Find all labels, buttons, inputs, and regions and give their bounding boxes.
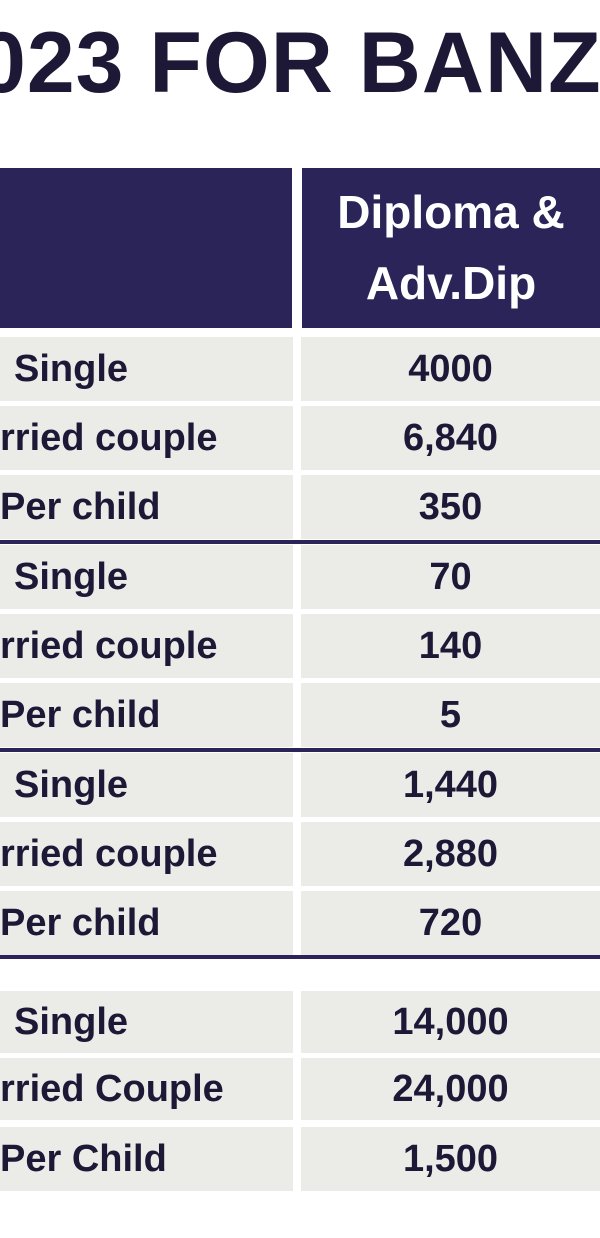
- row-label: rried couple: [0, 406, 293, 470]
- row-label: Single: [0, 337, 293, 401]
- group-divider: [0, 955, 600, 959]
- row-value: 6,840: [301, 406, 600, 470]
- row-value: 24,000: [301, 1058, 600, 1120]
- row-label: Single: [0, 753, 293, 817]
- row-value: 4000: [301, 337, 600, 401]
- row-label: Per child: [0, 683, 293, 747]
- row-value: 140: [301, 614, 600, 678]
- row-value: 720: [301, 891, 600, 955]
- table-header-left: [0, 168, 292, 328]
- row-label: rried Couple: [0, 1058, 293, 1120]
- row-label: Per child: [0, 891, 293, 955]
- row-value: 1,440: [301, 753, 600, 817]
- header-line-1: Diploma &: [337, 185, 565, 238]
- row-value: 70: [301, 545, 600, 609]
- row-label: Per child: [0, 475, 293, 539]
- page-title: 023 FOR BANZ: [0, 15, 600, 111]
- group-divider: [0, 748, 600, 752]
- row-label: Per Child: [0, 1127, 293, 1191]
- group-divider: [0, 540, 600, 544]
- row-value: 5: [301, 683, 600, 747]
- row-value: 2,880: [301, 822, 600, 886]
- header-line-2: Adv.Dip: [365, 257, 537, 309]
- table-header-diploma: Diploma & Adv.Dip: [302, 168, 600, 328]
- row-value: 1,500: [301, 1127, 600, 1191]
- row-value: 350: [301, 475, 600, 539]
- row-value: 14,000: [301, 991, 600, 1053]
- row-label: Single: [0, 545, 293, 609]
- row-label: rried couple: [0, 822, 293, 886]
- row-label: rried couple: [0, 614, 293, 678]
- row-label: Single: [0, 991, 293, 1053]
